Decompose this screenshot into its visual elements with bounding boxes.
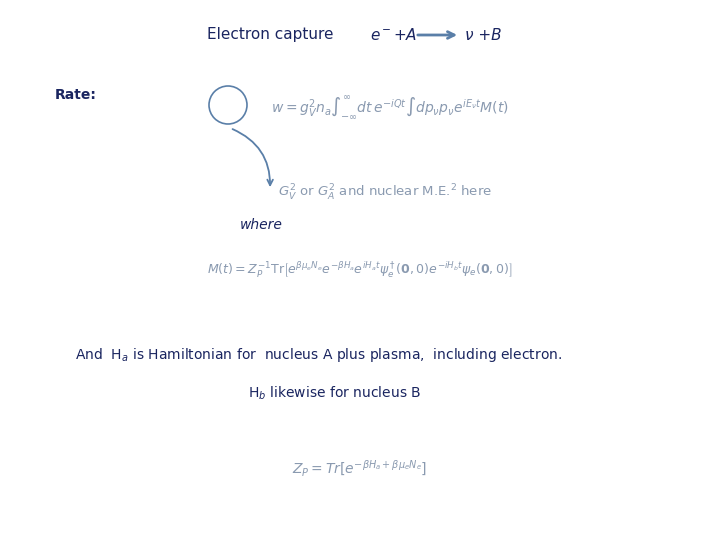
Text: ν +B: ν +B	[465, 28, 502, 43]
Text: $Z_P = Tr\left[e^{-\beta H_a + \beta\mu_e N_e}\right]$: $Z_P = Tr\left[e^{-\beta H_a + \beta\mu_…	[292, 458, 428, 478]
Text: $G_V^2$ or $G_A^2$ and nuclear M.E.$^2$ here: $G_V^2$ or $G_A^2$ and nuclear M.E.$^2$ …	[278, 183, 492, 203]
Text: where: where	[240, 218, 283, 232]
Text: e$^-$+A: e$^-$+A	[370, 27, 418, 43]
Text: $M(t) = Z_P^{-1}\mathrm{Tr}\left[e^{\beta\mu_e N_e} e^{-\beta H_a} e^{iH_a t} \p: $M(t) = Z_P^{-1}\mathrm{Tr}\left[e^{\bet…	[207, 260, 513, 280]
Text: Electron capture: Electron capture	[207, 28, 333, 43]
Text: Rate:: Rate:	[55, 88, 97, 102]
Text: And  H$_a$ is Hamiltonian for  nucleus A plus plasma,  including electron.: And H$_a$ is Hamiltonian for nucleus A p…	[75, 346, 562, 364]
Text: H$_b$ likewise for nucleus B: H$_b$ likewise for nucleus B	[248, 384, 421, 402]
Text: $w = g_V^2 n_a \int_{-\infty}^{\infty} dt\, e^{-iQt} \int dp_\nu p_\nu e^{iE_\nu: $w = g_V^2 n_a \int_{-\infty}^{\infty} d…	[271, 94, 509, 122]
